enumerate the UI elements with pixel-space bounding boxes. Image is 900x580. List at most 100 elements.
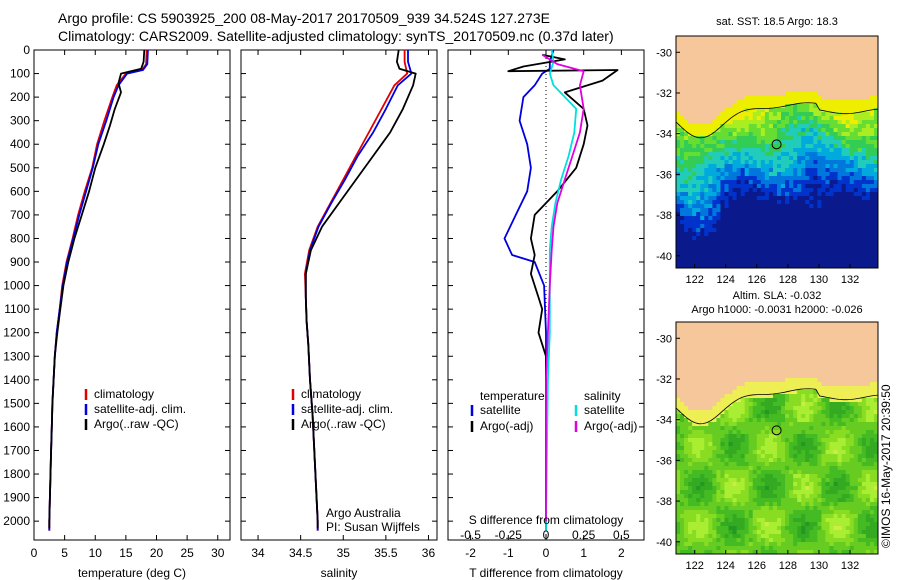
x-axis-label: temperature (deg C) bbox=[78, 566, 186, 580]
map-y-tick-label: -38 bbox=[656, 210, 672, 222]
map-frame bbox=[675, 321, 879, 555]
y-tick-label: 1200 bbox=[3, 326, 30, 340]
legend-label: satellite bbox=[584, 403, 625, 417]
map-y-tick-label: -30 bbox=[656, 47, 672, 59]
y-tick-label: 200 bbox=[10, 90, 30, 104]
salinity-panel: 34 34.5 35 35.5 36 salinity climatologysatelli… bbox=[240, 49, 438, 580]
map-y-tick-label: -32 bbox=[656, 88, 672, 100]
map-y-tick-label: -38 bbox=[656, 496, 672, 508]
y-tick-label: 1800 bbox=[3, 467, 30, 481]
map-x-tick-label: 132 bbox=[841, 560, 859, 572]
y-tick-label: 1100 bbox=[4, 302, 30, 316]
isobath-line bbox=[676, 102, 878, 139]
y-tick-label: 0 bbox=[23, 43, 30, 57]
x-tick-label: 0 bbox=[31, 546, 38, 560]
y-tick-label: 2000 bbox=[3, 514, 30, 528]
legend-label: Argo(..raw -QC) bbox=[301, 417, 386, 431]
y-tick-label: 1000 bbox=[3, 279, 30, 293]
x-tick-label: 2 bbox=[618, 546, 625, 560]
map-field bbox=[676, 322, 878, 554]
series-line-salinity-satellite bbox=[545, 49, 578, 531]
difference-panel: -2 -1 0 1 2 T difference from climatology temp… bbox=[447, 49, 645, 580]
x-tick-label: 5 bbox=[61, 546, 68, 560]
y-tick-label: 1600 bbox=[3, 420, 30, 434]
y-tick-label: 400 bbox=[10, 137, 30, 151]
x-tick-label: 15 bbox=[119, 546, 133, 560]
map-x-tick-label: 122 bbox=[685, 274, 703, 286]
argo-float-marker bbox=[771, 139, 782, 150]
x-axis-label: salinity bbox=[321, 566, 358, 580]
legend-label: satellite-adj. clim. bbox=[301, 402, 393, 416]
x-tick-label: -1 bbox=[503, 546, 514, 560]
x-tick-label: -2 bbox=[465, 546, 476, 560]
legend-label: satellite bbox=[480, 403, 521, 417]
y-tick-label: 1900 bbox=[3, 491, 30, 505]
map-y-tick-label: -32 bbox=[656, 374, 672, 386]
map-x-tick-label: 126 bbox=[748, 560, 766, 572]
legend-label: climatology bbox=[301, 387, 361, 401]
map-frame bbox=[675, 35, 879, 269]
map-x-tick-label: 128 bbox=[779, 274, 797, 286]
plot-frame bbox=[240, 49, 438, 541]
y-tick-label: 600 bbox=[10, 184, 30, 198]
map-field bbox=[676, 36, 878, 268]
map-x-tick-label: 124 bbox=[717, 274, 735, 286]
y-tick-label: 800 bbox=[10, 231, 30, 245]
map-y-tick-label: -40 bbox=[656, 537, 672, 549]
map-x-tick-label: 128 bbox=[779, 560, 797, 572]
imos-credit: ©IMOS 16-May-2017 20:39:50 bbox=[879, 384, 893, 548]
x-axis-label: T difference from climatology bbox=[469, 566, 623, 580]
legend-title: temperature bbox=[480, 389, 545, 403]
legend-label: Argo(-adj) bbox=[584, 419, 637, 433]
x-tick-label: 0 bbox=[543, 546, 550, 560]
series-line-temperature-satellite bbox=[503, 49, 555, 531]
sst-map-title: sat. SST: 18.5 Argo: 18.3 bbox=[716, 16, 838, 28]
top-tick-label: -0.25 bbox=[495, 528, 523, 542]
y-tick-label: 1700 bbox=[3, 443, 30, 457]
annotation-text: PI: Susan Wijffels bbox=[326, 520, 420, 534]
x-tick-label: 35 bbox=[337, 546, 351, 560]
y-tick-label: 300 bbox=[10, 114, 30, 128]
top-axis-label: S difference from climatology bbox=[469, 513, 624, 527]
sla-map-title-1: Altim. SLA: -0.032 bbox=[732, 290, 822, 302]
sla-map-title-2: Argo h1000: -0.0031 h2000: -0.026 bbox=[691, 304, 863, 316]
isobath-line bbox=[676, 388, 878, 425]
sst-map: -30 -32 -34 -36 -38 -40 122 124 126 128 130 132 bbox=[656, 35, 879, 286]
top-tick-label: 0.5 bbox=[613, 528, 630, 542]
top-tick-label: 0.25 bbox=[572, 528, 596, 542]
legend-label: Argo(-adj) bbox=[480, 419, 533, 433]
plot-title-line2: Climatology: CARS2009. Satellite-adjuste… bbox=[58, 28, 614, 44]
map-x-tick-label: 122 bbox=[685, 560, 703, 572]
y-tick-label: 1500 bbox=[3, 396, 30, 410]
legend-label: Argo(..raw -QC) bbox=[94, 417, 179, 431]
map-y-tick-label: -40 bbox=[656, 251, 672, 263]
x-tick-label: 1 bbox=[580, 546, 587, 560]
x-tick-label: 36 bbox=[422, 546, 436, 560]
legend-label: satellite-adj. clim. bbox=[94, 402, 186, 416]
series-line-argo-raw-qc- bbox=[304, 49, 417, 529]
y-tick-label: 1300 bbox=[3, 349, 30, 363]
x-tick-label: 34.5 bbox=[289, 546, 313, 560]
x-tick-label: 20 bbox=[150, 546, 164, 560]
y-tick-label: 1400 bbox=[3, 373, 30, 387]
x-tick-label: 25 bbox=[180, 546, 194, 560]
map-x-tick-label: 124 bbox=[717, 560, 735, 572]
map-y-tick-label: -36 bbox=[656, 169, 672, 181]
series-line-salinity-argo-adj- bbox=[541, 53, 585, 522]
y-tick-label: 900 bbox=[10, 255, 30, 269]
argo-float-marker bbox=[771, 425, 782, 436]
top-tick-label: 0 bbox=[543, 528, 550, 542]
map-y-tick-label: -36 bbox=[656, 455, 672, 467]
map-y-tick-label: -34 bbox=[656, 129, 672, 141]
x-tick-label: 10 bbox=[89, 546, 103, 560]
map-x-tick-label: 130 bbox=[810, 274, 828, 286]
temperature-panel: 0 5 10 15 20 25 300100200300400500600700800900… bbox=[3, 43, 231, 580]
plot-frame bbox=[33, 49, 231, 541]
map-x-tick-label: 132 bbox=[841, 274, 859, 286]
sla-map: -30 -32 -34 -36 -38 -40 122 124 126 128 130 132 bbox=[656, 321, 879, 572]
y-tick-label: 700 bbox=[10, 208, 30, 222]
x-tick-label: 34 bbox=[251, 546, 265, 560]
legend-label: climatology bbox=[94, 387, 154, 401]
annotation-text: Argo Australia bbox=[326, 506, 401, 520]
